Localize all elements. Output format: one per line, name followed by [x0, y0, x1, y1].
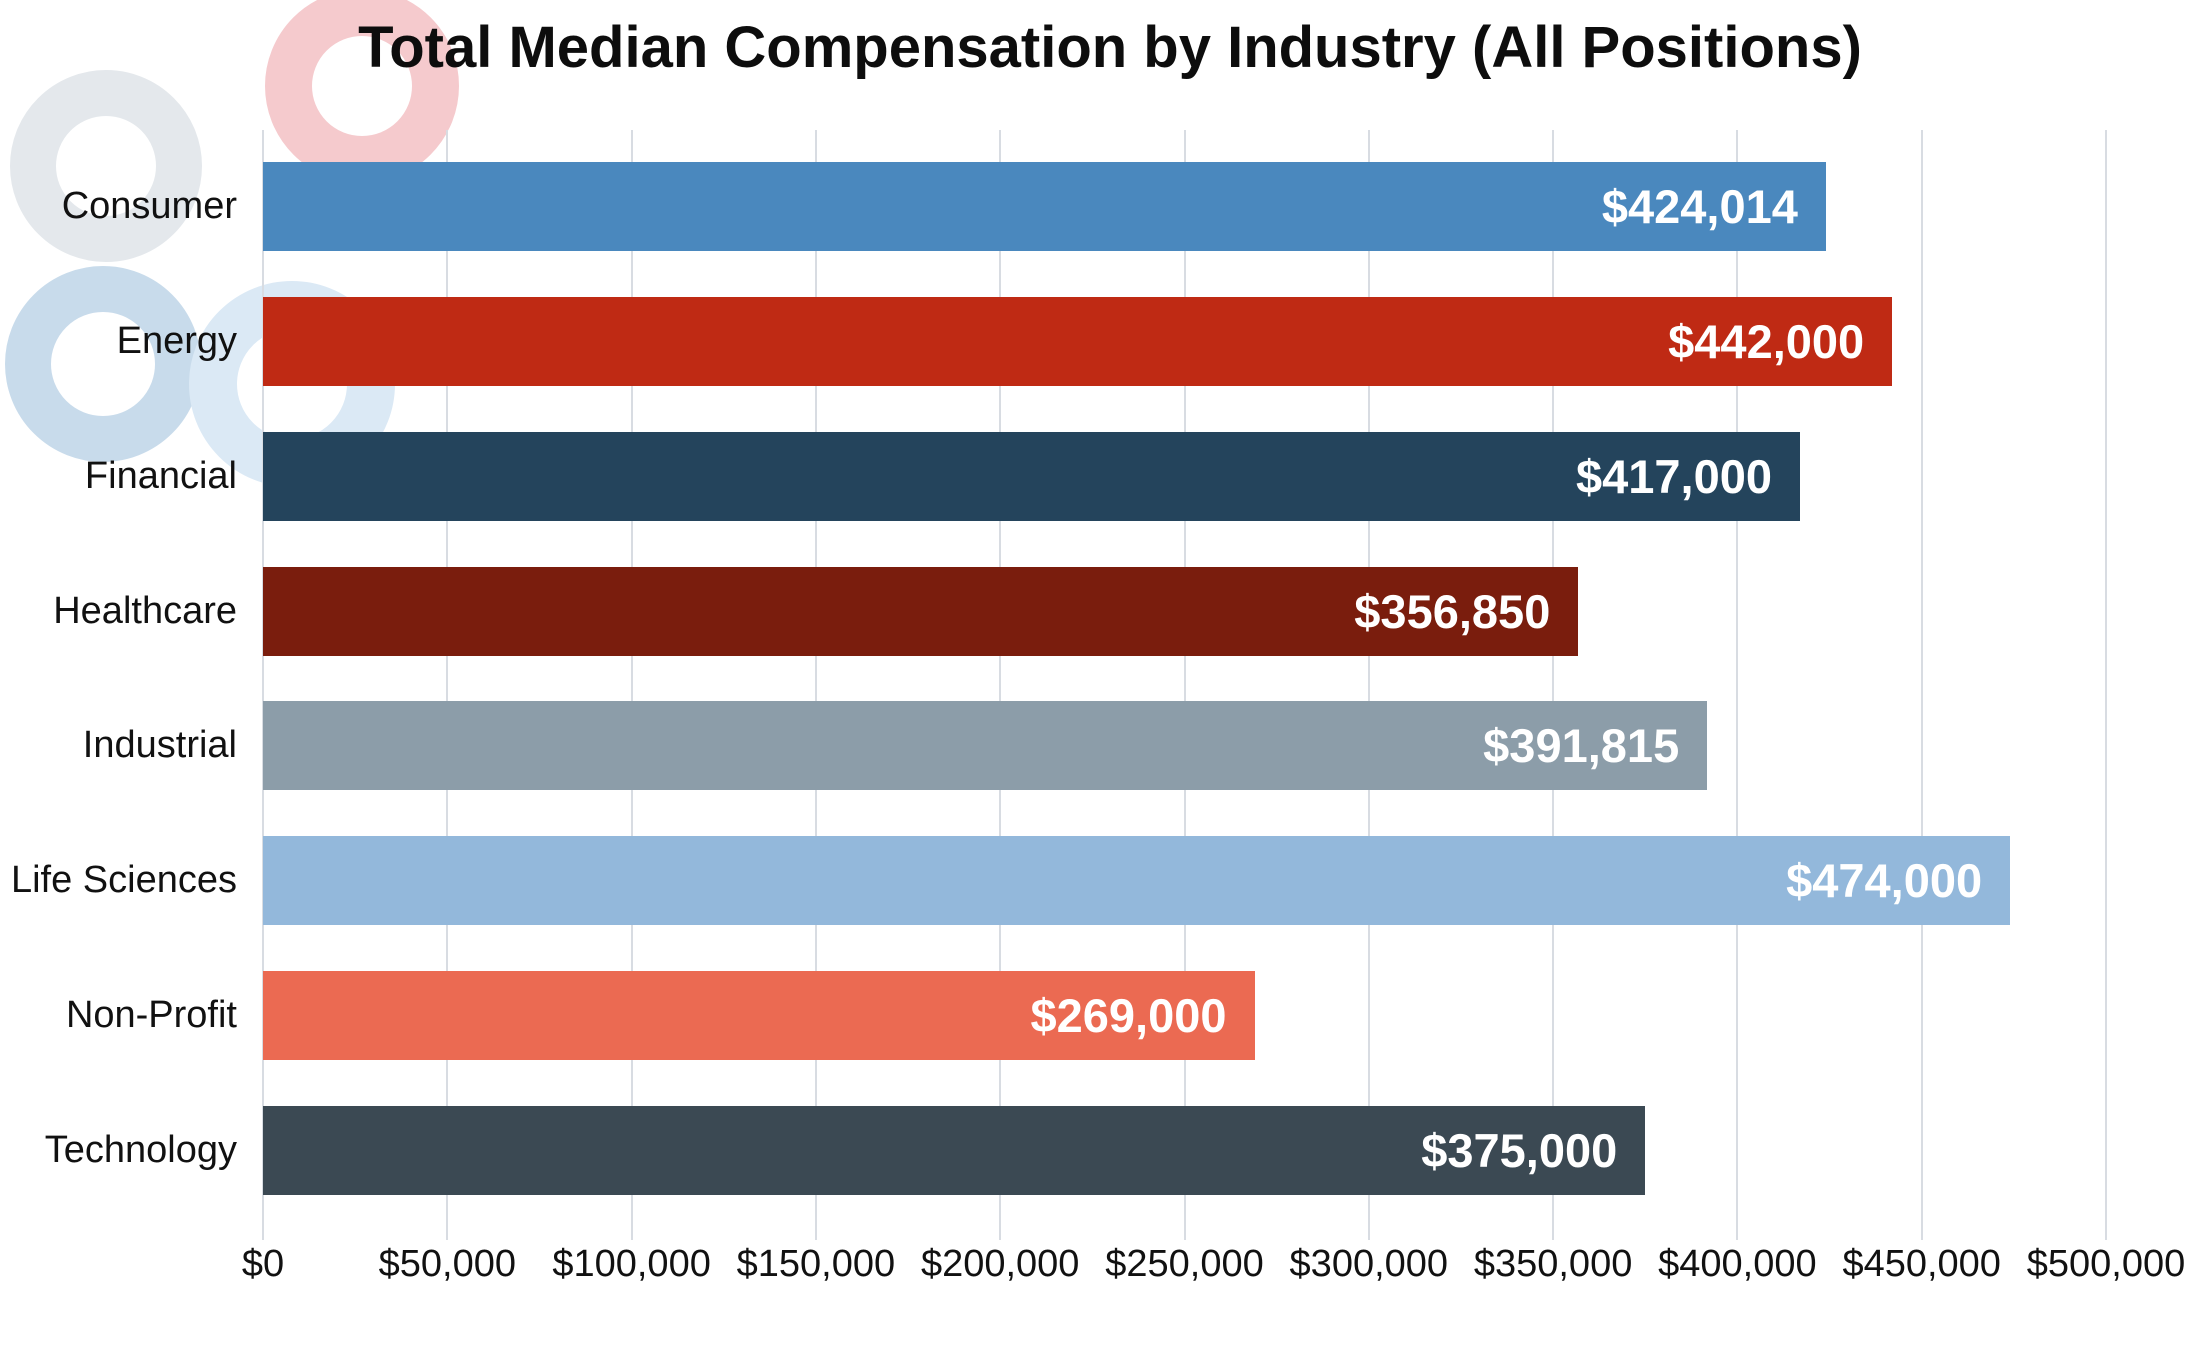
value-label: $417,000 [1576, 449, 1773, 503]
category-label: Industrial [82, 724, 237, 767]
gridline [1367, 130, 1370, 1240]
gridline [1920, 130, 1923, 1240]
x-tick-label: $150,000 [736, 1243, 896, 1285]
category-label: Financial [84, 454, 237, 497]
gridline [2105, 130, 2107, 1240]
x-tick-label: $350,000 [1473, 1243, 1633, 1285]
value-label: $375,000 [1421, 1124, 1618, 1178]
x-tick-label: $300,000 [1289, 1243, 1449, 1285]
bar-healthcare: $356,850 [263, 566, 1579, 656]
gridline [999, 130, 1002, 1240]
category-label: Consumer [61, 185, 237, 227]
x-tick-label: $450,000 [1842, 1243, 2001, 1285]
x-tick-label: $100,000 [552, 1243, 711, 1285]
category-label: Life Sciences [10, 859, 237, 902]
value-label: $442,000 [1668, 314, 1865, 368]
bar-non-profit: $269,000 [263, 971, 1255, 1061]
bar-financial: $417,000 [263, 431, 1801, 521]
category-label: Healthcare [53, 589, 237, 632]
value-label: $391,815 [1483, 719, 1680, 773]
bar-energy: $442,000 [263, 296, 1893, 386]
bar-industrial: $391,815 [263, 701, 1708, 791]
x-tick-label: $250,000 [1105, 1243, 1264, 1285]
bar-technology: $375,000 [263, 1106, 1646, 1196]
category-label: Energy [116, 319, 237, 362]
chart-title: Total Median Compensation by Industry (A… [358, 15, 1862, 80]
category-label: Non-Profit [65, 994, 237, 1037]
gridline [446, 130, 449, 1240]
plot-area: $424,014 $442,000 $417,000 $356,850 $391,815… [262, 130, 2107, 1240]
gridline [630, 130, 633, 1240]
gridline [262, 130, 264, 1240]
x-tick-label: $500,000 [2026, 1243, 2186, 1285]
category-label: Technology [44, 1129, 237, 1172]
bar-life-sciences: $474,000 [263, 836, 2011, 926]
bar-consumer: $424,014 [263, 162, 1826, 251]
x-tick-label: $50,000 [378, 1243, 516, 1285]
x-tick-label: $200,000 [920, 1243, 1080, 1285]
value-label: $356,850 [1354, 584, 1551, 638]
value-label: $474,000 [1786, 854, 1983, 908]
gridline [814, 130, 817, 1240]
gridline [1736, 130, 1739, 1240]
value-label: $424,014 [1601, 180, 1798, 233]
x-tick-label: $0 [241, 1243, 285, 1285]
x-tick-label: $400,000 [1658, 1243, 1817, 1285]
value-label: $269,000 [1030, 989, 1227, 1043]
gridline [1552, 130, 1555, 1240]
gridline [1183, 130, 1186, 1240]
